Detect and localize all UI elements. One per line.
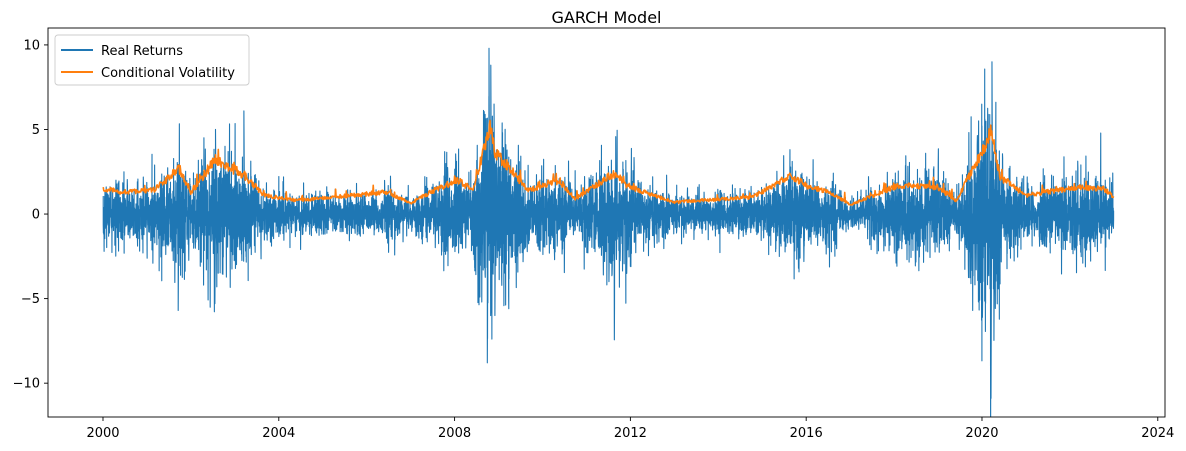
y-tick-label: −10 (13, 377, 40, 392)
x-tick-label: 2012 (614, 426, 647, 441)
x-tick-label: 2000 (86, 426, 119, 441)
legend-box (54, 34, 250, 86)
series-line-conditional-volatility (102, 119, 1115, 206)
series-layer (102, 47, 1115, 417)
x-tick-label: 2020 (965, 426, 998, 441)
legend-label-real-returns: Real Returns (101, 44, 183, 59)
plot-frame (47, 27, 1166, 418)
y-tick-label: 5 (32, 123, 40, 138)
x-tick-label: 2004 (262, 426, 295, 441)
x-tick-label: 2008 (438, 426, 471, 441)
x-axis: 2000 2004 2008 2012 2016 2020 2024 (86, 417, 1174, 441)
series-line-real-returns (102, 47, 1115, 417)
y-axis: 10 5 0 −5 −10 (13, 38, 48, 392)
legend-label-conditional-volatility: Conditional Volatility (101, 66, 235, 81)
x-tick-label: 2024 (1141, 426, 1174, 441)
x-tick-label: 2016 (790, 426, 823, 441)
chart-title: GARCH Model (552, 8, 662, 27)
y-tick-label: 10 (23, 38, 40, 53)
y-tick-label: 0 (32, 208, 40, 223)
y-tick-label: −5 (21, 292, 40, 307)
legend: Real Returns Conditional Volatility (54, 34, 250, 86)
